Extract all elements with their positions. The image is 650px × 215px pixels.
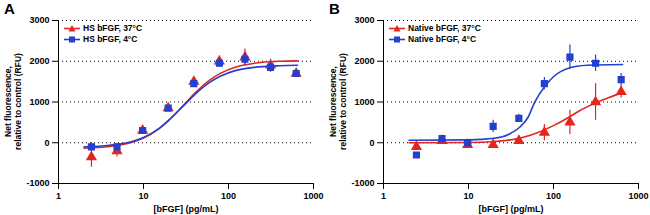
html-text:Native bFGF, 37°C: Native bFGF, 37°C	[408, 23, 481, 33]
svg-text:0: 0	[44, 138, 49, 148]
svg-text:-1000: -1000	[26, 178, 49, 188]
svg-text:10: 10	[463, 191, 473, 201]
html-text:A: A	[4, 0, 15, 17]
svg-text:1: 1	[381, 191, 386, 201]
svg-text:1000: 1000	[29, 97, 49, 107]
svg-text:relative to control (RFU): relative to control (RFU)	[338, 53, 348, 150]
svg-text:Net fluorescence,: Net fluorescence,	[3, 66, 13, 137]
svg-text:[bFGF] (pg/mL): [bFGF] (pg/mL)	[154, 204, 219, 214]
svg-text:2000: 2000	[354, 56, 374, 66]
svg-text:[bFGF] (pg/mL): [bFGF] (pg/mL)	[479, 204, 544, 214]
svg-text:2000: 2000	[29, 56, 49, 66]
svg-text:relative to control (RFU): relative to control (RFU)	[13, 53, 23, 150]
svg-text:1000: 1000	[628, 191, 648, 201]
svg-text:1000: 1000	[354, 97, 374, 107]
svg-text:3000: 3000	[354, 15, 374, 25]
html-text:B: B	[329, 0, 340, 17]
html-text:Native bFGF, 4°C: Native bFGF, 4°C	[408, 34, 477, 44]
svg-text:1: 1	[56, 191, 61, 201]
html-text:HS bFGF, 4°C: HS bFGF, 4°C	[83, 34, 138, 44]
svg-text:100: 100	[546, 191, 561, 201]
svg-text:10: 10	[138, 191, 148, 201]
html-text:HS bFGF, 37°C: HS bFGF, 37°C	[83, 23, 143, 33]
svg-text:100: 100	[221, 191, 236, 201]
svg-text:Net fluorescence,: Net fluorescence,	[328, 66, 338, 137]
svg-text:1000: 1000	[303, 191, 323, 201]
svg-text:0: 0	[369, 138, 374, 148]
svg-text:3000: 3000	[29, 15, 49, 25]
svg-text:-1000: -1000	[351, 178, 374, 188]
